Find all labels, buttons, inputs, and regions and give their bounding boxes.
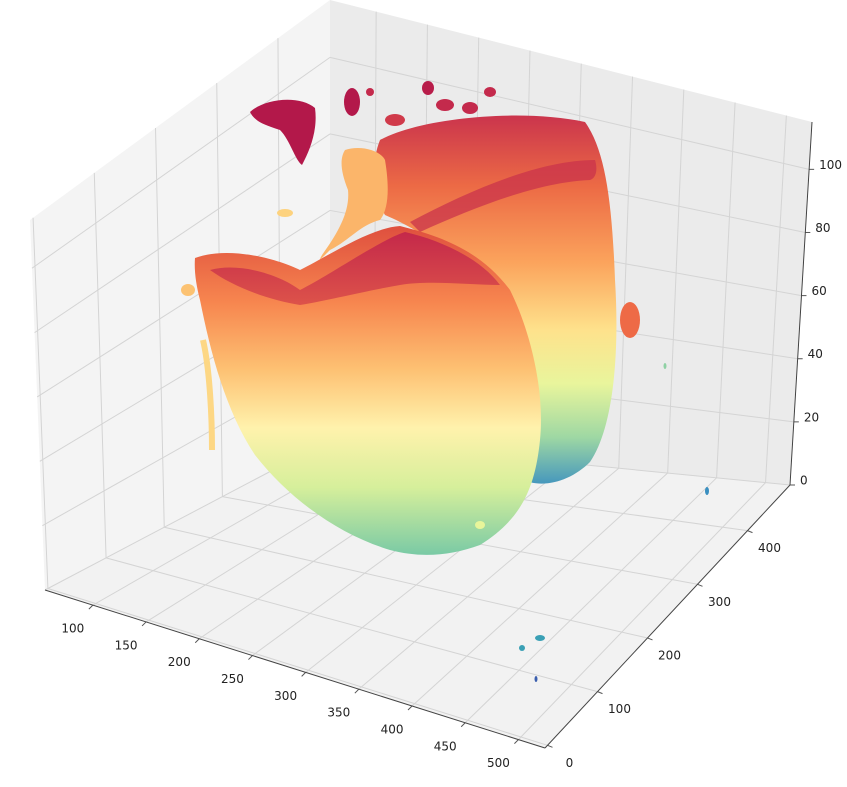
y-tick-mark bbox=[697, 583, 703, 587]
grid-line bbox=[305, 463, 571, 673]
grid-line bbox=[329, 56, 810, 170]
z-tick-label: 60 bbox=[811, 284, 826, 298]
grid-line bbox=[31, 56, 331, 269]
x-tick-mark bbox=[514, 739, 519, 744]
fragment bbox=[422, 81, 434, 95]
z-tick-label: 100 bbox=[819, 158, 842, 172]
z-axis-line bbox=[789, 121, 813, 486]
y-tick-mark bbox=[647, 637, 653, 641]
fragment bbox=[181, 284, 195, 296]
y-tick-label: 400 bbox=[758, 541, 781, 555]
grid-line bbox=[411, 472, 668, 707]
fragment bbox=[366, 88, 374, 96]
z-tick-label: 20 bbox=[804, 410, 819, 424]
grid-line bbox=[464, 477, 717, 724]
z-tick-label: 0 bbox=[800, 474, 808, 488]
y-tick-label: 0 bbox=[566, 756, 574, 770]
grid-line bbox=[765, 115, 787, 483]
x-tick-mark bbox=[194, 638, 200, 644]
grid-line bbox=[32, 217, 49, 589]
grid-line bbox=[518, 482, 766, 740]
grid-line bbox=[155, 127, 165, 528]
x-tick-mark bbox=[407, 705, 413, 711]
fragment bbox=[200, 339, 215, 451]
x-tick-mark bbox=[88, 604, 94, 610]
grid-line bbox=[47, 587, 548, 746]
x-tick-label: 350 bbox=[327, 706, 350, 720]
grid-line bbox=[93, 172, 107, 558]
grid-line bbox=[34, 133, 331, 334]
grid-line bbox=[36, 210, 331, 398]
grid-line bbox=[164, 526, 648, 639]
y-tick-mark bbox=[747, 530, 753, 534]
x-axis-line bbox=[44, 589, 546, 749]
x-tick-label: 300 bbox=[274, 689, 297, 703]
x-tick-label: 100 bbox=[61, 622, 84, 636]
x-tick-mark bbox=[301, 672, 306, 677]
x-tick-label: 200 bbox=[168, 655, 191, 669]
y-tick-label: 200 bbox=[658, 648, 681, 662]
fragment bbox=[436, 99, 454, 111]
grid-line bbox=[105, 557, 598, 693]
front-lobe bbox=[194, 226, 541, 555]
fragment bbox=[663, 363, 667, 369]
fragment bbox=[462, 102, 478, 114]
y-tick-label: 300 bbox=[708, 595, 731, 609]
x-tick-label: 450 bbox=[434, 739, 457, 753]
grid-line bbox=[667, 89, 685, 474]
fragment bbox=[277, 209, 293, 217]
floor-pane bbox=[45, 440, 790, 748]
y-tick-mark bbox=[597, 691, 603, 695]
z-tick-label: 40 bbox=[808, 347, 823, 361]
fragment bbox=[534, 676, 538, 682]
x-tick-label: 150 bbox=[115, 638, 138, 652]
x-tick-mark bbox=[248, 655, 253, 660]
y-tick-label: 100 bbox=[608, 702, 631, 716]
grid-line bbox=[358, 467, 620, 690]
point-cloud bbox=[181, 81, 709, 682]
x-tick-label: 250 bbox=[221, 672, 244, 686]
fragment bbox=[250, 99, 316, 165]
x-tick-mark bbox=[141, 621, 147, 627]
z-tick-label: 80 bbox=[815, 221, 830, 235]
fragment bbox=[484, 87, 496, 97]
grid-line bbox=[618, 76, 634, 469]
x-tick-mark bbox=[460, 722, 466, 728]
fragment bbox=[705, 487, 709, 495]
x-tick-label: 500 bbox=[487, 756, 510, 770]
back-inner bbox=[320, 148, 388, 260]
front-lobe-inner bbox=[210, 232, 500, 305]
fragment bbox=[535, 635, 545, 641]
x-tick-mark bbox=[354, 688, 360, 694]
fragment bbox=[519, 645, 525, 651]
fragment bbox=[344, 88, 360, 116]
y-axis-line bbox=[544, 484, 791, 749]
fragment bbox=[475, 521, 485, 529]
y-tick-mark bbox=[547, 744, 553, 748]
fragment bbox=[385, 114, 405, 126]
back-lobe-rim bbox=[410, 160, 597, 232]
grid-line bbox=[716, 102, 736, 478]
x-tick-label: 400 bbox=[381, 722, 404, 736]
fragment bbox=[620, 302, 640, 338]
